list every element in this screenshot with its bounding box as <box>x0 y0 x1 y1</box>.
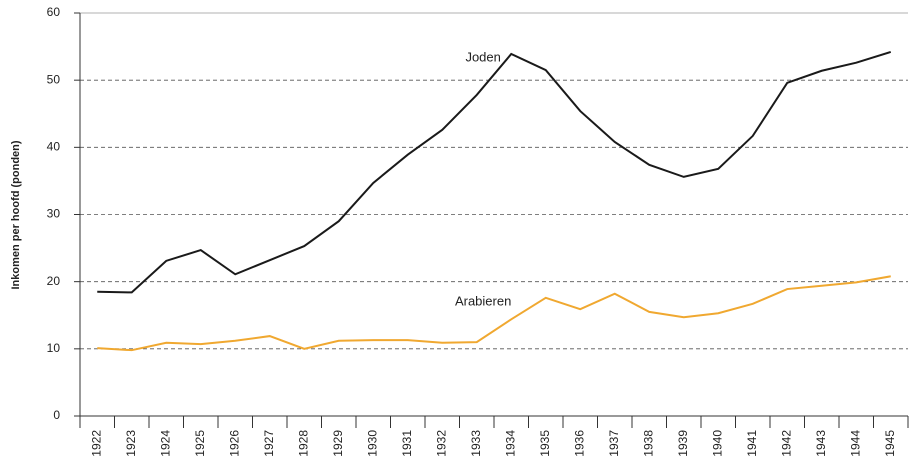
x-tick-label: 1930 <box>365 430 379 457</box>
x-tick-label: 1933 <box>469 430 483 457</box>
y-tick-label: 10 <box>47 341 61 355</box>
x-tick-label: 1936 <box>572 430 586 457</box>
x-tick-label: 1928 <box>296 430 310 457</box>
y-tick-label: 60 <box>47 5 61 19</box>
x-tick-label: 1926 <box>227 430 241 457</box>
x-tick-label: 1929 <box>331 430 345 457</box>
x-tick-label: 1931 <box>400 430 414 457</box>
y-tick-label: 40 <box>47 140 61 154</box>
x-tick-label: 1944 <box>848 430 862 457</box>
series-label: Joden <box>465 49 500 64</box>
series-line <box>97 275 891 352</box>
x-tick-label: 1922 <box>89 430 103 457</box>
y-tick-label: 20 <box>47 274 61 288</box>
x-tick-label: 1940 <box>710 430 724 457</box>
x-tick-label: 1941 <box>745 430 759 457</box>
y-axis-title: Inkomen per hoofd (ponden) <box>10 140 22 289</box>
y-tick-label: 50 <box>47 72 61 86</box>
x-tick-label: 1932 <box>434 430 448 457</box>
x-tick-label: 1925 <box>193 430 207 457</box>
x-tick-label: 1935 <box>538 430 552 457</box>
x-tick-label: 1923 <box>124 430 138 457</box>
x-tick-label: 1937 <box>607 430 621 457</box>
series-line <box>97 51 892 294</box>
x-tick-label: 1943 <box>814 430 828 457</box>
y-tick-label: 0 <box>53 408 60 422</box>
series-label: Arabieren <box>455 293 511 308</box>
x-tick-label: 1927 <box>262 430 276 457</box>
x-tick-label: 1938 <box>641 430 655 457</box>
x-tick-label: 1945 <box>883 430 897 457</box>
x-tick-label: 1939 <box>676 430 690 457</box>
x-tick-label: 1942 <box>779 430 793 457</box>
x-tick-label: 1924 <box>158 430 172 457</box>
x-tick-label: 1934 <box>503 430 517 457</box>
y-tick-label: 30 <box>47 207 61 221</box>
